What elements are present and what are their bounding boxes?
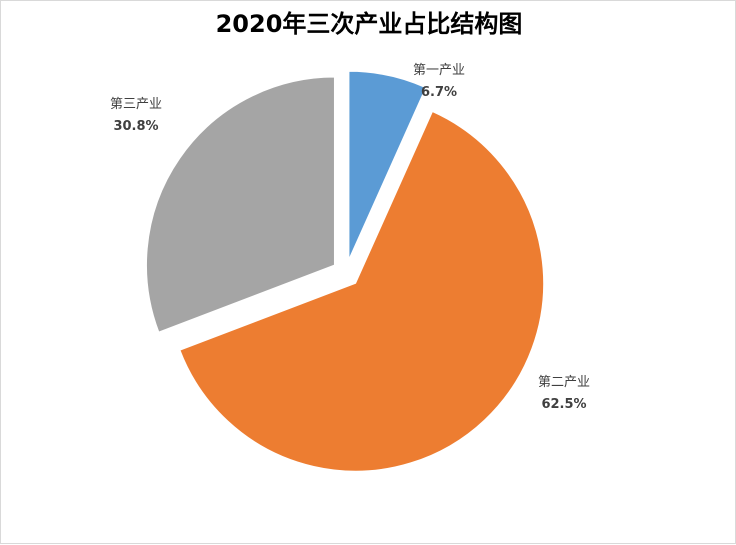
slice-label-name-2: 第二产业 bbox=[538, 375, 590, 390]
slice-label-value-2: 62.5% bbox=[541, 397, 586, 412]
pie-slice-2 bbox=[179, 110, 545, 472]
pie-slice-3 bbox=[145, 76, 335, 333]
pie-slice-1 bbox=[348, 70, 427, 260]
slice-label-name-1: 第一产业 bbox=[413, 63, 465, 78]
chart-title: 2020年三次产业占比结构图 bbox=[215, 10, 523, 38]
slice-label-name-3: 第三产业 bbox=[110, 97, 162, 112]
slice-label-value-3: 30.8% bbox=[113, 119, 158, 134]
slice-label-value-1: 6.7% bbox=[421, 85, 457, 100]
